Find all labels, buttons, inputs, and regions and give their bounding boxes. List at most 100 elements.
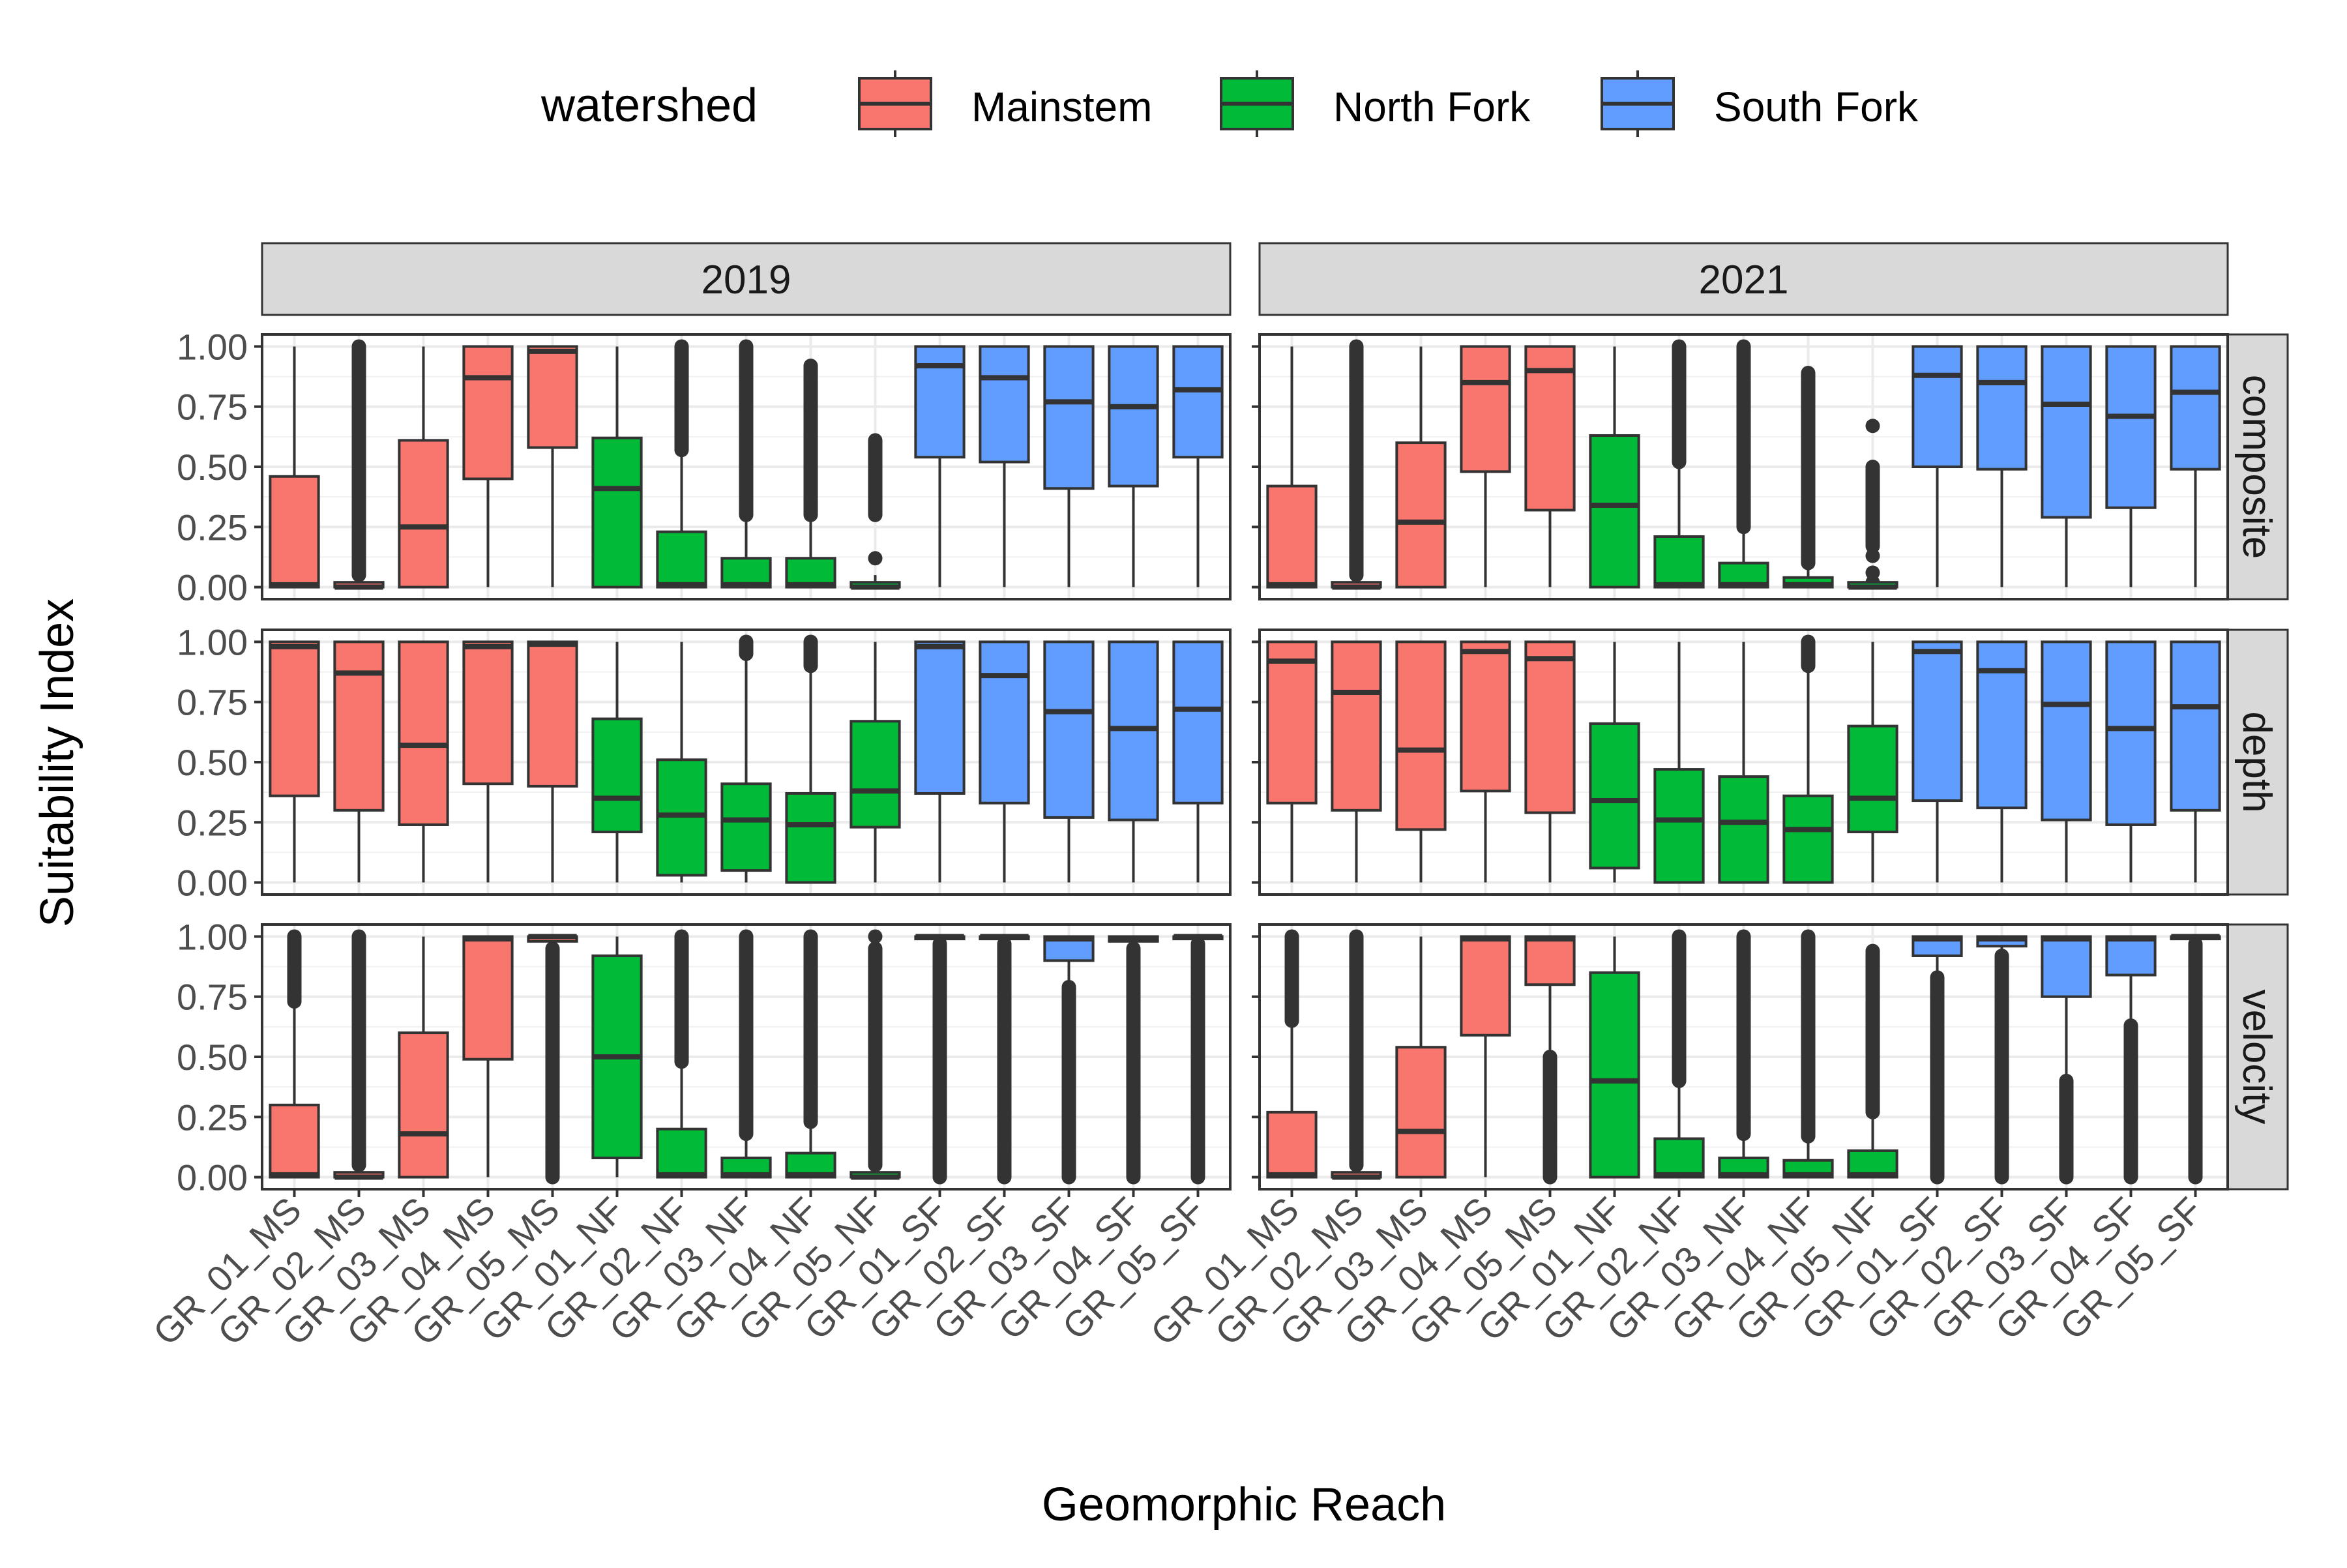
- box-GR_02_NF: [1653, 929, 1705, 1179]
- iqr-box: [591, 717, 643, 834]
- facet-strip-2021: 2021: [1258, 242, 2229, 316]
- iqr-box: [849, 720, 901, 829]
- box-GR_05_NF: [1847, 642, 1898, 883]
- facet-row-strip-label: composite: [2234, 375, 2279, 559]
- iqr-box: [1912, 640, 1963, 803]
- iqr-box: [1653, 535, 1705, 589]
- box-GR_05_NF: [1847, 943, 1898, 1179]
- outlier-point: [868, 929, 883, 944]
- iqr-box: [1847, 724, 1898, 834]
- box-GR_04_NF: [1782, 366, 1834, 589]
- box-GR_04_MS: [462, 935, 514, 1177]
- y-tick-label: 1.00: [177, 621, 248, 662]
- box-GR_03_MS: [1395, 936, 1447, 1179]
- box-GR_01_NF: [1589, 346, 1640, 589]
- box-GR_01_MS: [1266, 640, 1318, 883]
- iqr-box: [1589, 434, 1640, 589]
- iqr-box: [1172, 640, 1224, 805]
- iqr-box: [2105, 640, 2157, 826]
- panel-2021-depth: [1252, 629, 2229, 896]
- box-GR_04_NF: [1782, 929, 1834, 1179]
- facet-panels: 2019 2021compositedepthvelocity0.000.250.…: [145, 242, 2289, 1353]
- box-GR_03_SF: [1043, 935, 1095, 1185]
- facet-row-strip-bg: [2226, 923, 2289, 1191]
- box-GR_05_NF: [849, 929, 901, 1180]
- iqr-box: [2041, 640, 2092, 821]
- box-GR_05_SF: [2170, 934, 2221, 1185]
- iqr-box: [1043, 345, 1095, 490]
- x-axis-title: Geomorphic Reach: [1042, 1479, 1446, 1531]
- box-GR_04_NF: [785, 634, 836, 884]
- iqr-box: [269, 475, 320, 589]
- box-GR_02_SF: [979, 345, 1030, 587]
- box-GR_04_MS: [1460, 935, 1511, 1177]
- box-GR_02_MS: [333, 339, 385, 590]
- box-GR_01_MS: [1266, 346, 1318, 589]
- box-GR_05_NF: [849, 433, 901, 590]
- iqr-box: [527, 345, 578, 449]
- box-GR_03_NF: [1718, 642, 1769, 884]
- box-GR_02_NF: [1653, 339, 1705, 589]
- y-tick-label: 0.25: [177, 1097, 248, 1138]
- box-GR_05_MS: [1524, 935, 1576, 1185]
- box-GR_02_MS: [333, 640, 385, 883]
- y-tick-label: 0.75: [177, 682, 248, 723]
- box-GR_05_NF: [849, 642, 901, 883]
- box-GR_02_NF: [656, 339, 707, 589]
- box-GR_03_NF: [720, 929, 772, 1179]
- iqr-box: [1460, 345, 1511, 473]
- iqr-box: [1653, 1137, 1705, 1179]
- iqr-box: [656, 1127, 707, 1179]
- iqr-box: [979, 640, 1030, 805]
- iqr-box: [1653, 768, 1705, 884]
- box-GR_01_NF: [1589, 936, 1640, 1179]
- facet-strip-bg: [261, 242, 1232, 316]
- box-GR_02_NF: [656, 929, 707, 1179]
- box-GR_05_MS: [527, 640, 578, 883]
- box-GR_03_MS: [398, 346, 449, 589]
- box-GR_02_MS: [1331, 339, 1382, 590]
- iqr-box: [720, 782, 772, 872]
- iqr-box: [2170, 640, 2221, 812]
- iqr-box: [2170, 345, 2221, 471]
- box-GR_04_SF: [2105, 935, 2157, 1185]
- y-tick-label: 0.75: [177, 387, 248, 428]
- iqr-box: [1718, 775, 1769, 884]
- iqr-box: [527, 640, 578, 788]
- iqr-box: [462, 345, 514, 481]
- iqr-box: [462, 935, 514, 1061]
- iqr-box: [1266, 484, 1318, 589]
- legend-label: Mainstem: [971, 83, 1152, 130]
- box-GR_01_MS: [269, 346, 320, 589]
- box-GR_05_SF: [2170, 345, 2221, 587]
- iqr-box: [979, 345, 1030, 464]
- iqr-box: [656, 530, 707, 589]
- iqr-box: [1043, 640, 1095, 819]
- iqr-box: [914, 640, 966, 795]
- outlier-point: [868, 551, 883, 566]
- y-tick-label: 0.00: [177, 567, 248, 608]
- iqr-box: [1172, 345, 1224, 459]
- box-GR_02_NF: [1653, 642, 1705, 884]
- box-GR_01_SF: [1912, 935, 1963, 1185]
- iqr-box: [1460, 935, 1511, 1037]
- box-GR_04_SF: [2105, 640, 2157, 883]
- y-tick-label: 0.00: [177, 1157, 248, 1198]
- legend-item-mainstem: Mainstem: [858, 70, 1152, 137]
- y-tick-label: 0.25: [177, 507, 248, 548]
- legend-item-north-fork: North Fork: [1220, 70, 1531, 137]
- facet-row-strip-bg: [2226, 629, 2289, 896]
- facet-row-strip-depth: depth: [2226, 629, 2289, 896]
- box-GR_03_SF: [2041, 935, 2092, 1185]
- box-GR_02_NF: [656, 642, 707, 883]
- y-tick-label: 0.50: [177, 742, 248, 783]
- box-GR_05_SF: [1172, 640, 1224, 883]
- box-GR_04_SF: [1108, 640, 1159, 883]
- box-GR_01_MS: [269, 929, 320, 1179]
- iqr-box: [398, 640, 449, 826]
- box-GR_01_SF: [914, 640, 966, 883]
- legend-label: South Fork: [1714, 83, 1919, 130]
- box-GR_03_MS: [1395, 640, 1447, 883]
- iqr-box: [591, 436, 643, 589]
- box-GR_04_SF: [2105, 345, 2157, 587]
